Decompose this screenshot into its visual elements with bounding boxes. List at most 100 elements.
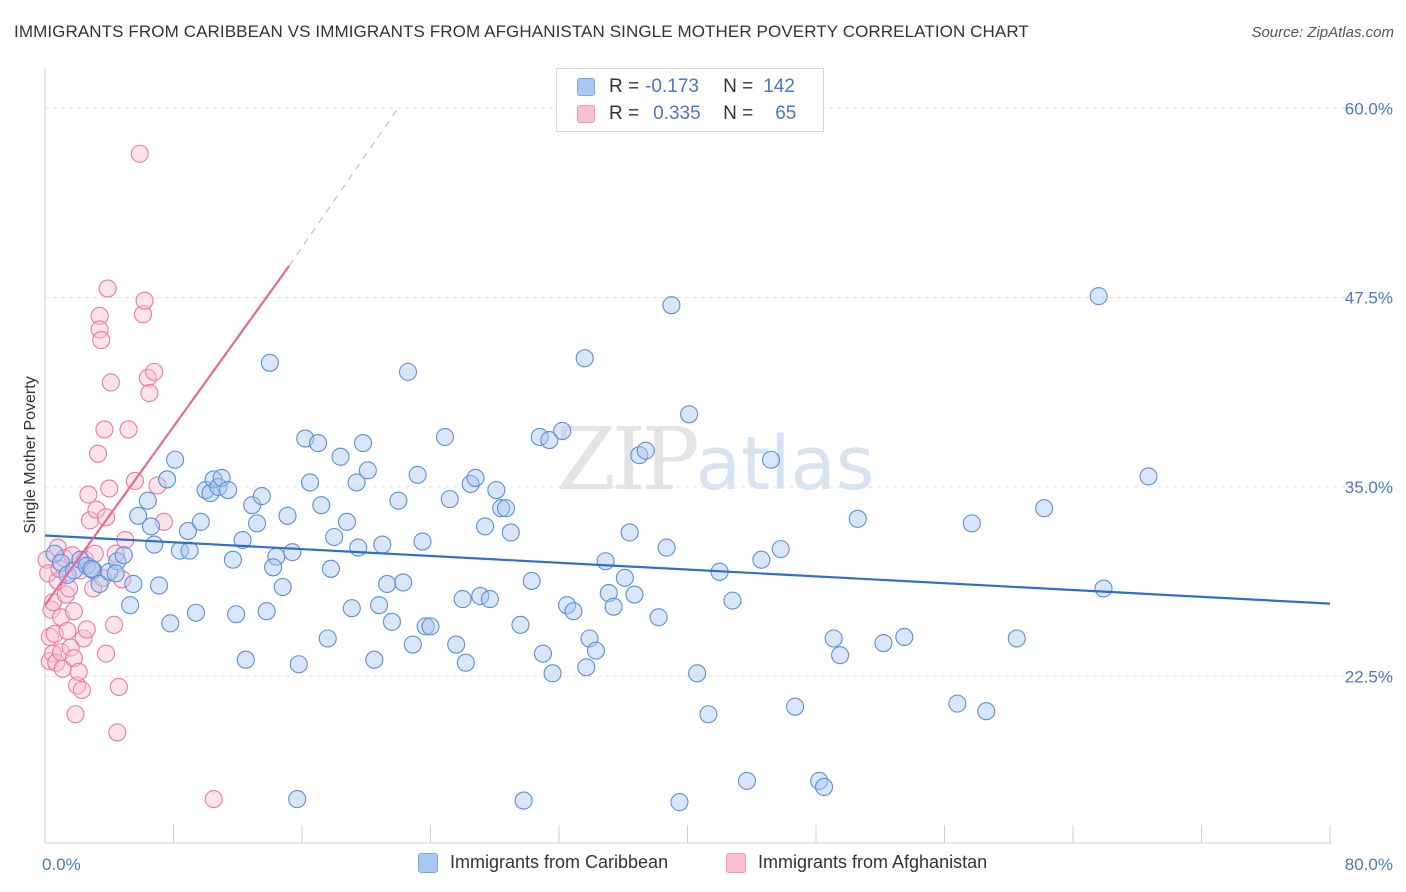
- point-caribbean: [435, 427, 455, 447]
- point-afghanistan: [69, 662, 88, 681]
- legend-swatch-caribbean: [418, 852, 438, 873]
- point-caribbean: [331, 447, 350, 466]
- point-afghanistan: [95, 420, 114, 439]
- legend-n-label: N =: [723, 76, 754, 97]
- point-caribbean: [382, 612, 402, 631]
- point-caribbean: [522, 571, 541, 590]
- point-afghanistan: [60, 579, 79, 598]
- point-caribbean: [191, 512, 210, 531]
- point-caribbean: [312, 496, 331, 515]
- point-caribbean: [373, 535, 392, 554]
- point-afghanistan: [72, 680, 91, 700]
- point-afghanistan: [98, 279, 117, 298]
- y-axis-label: Single Mother Poverty: [22, 376, 39, 533]
- point-caribbean: [814, 777, 834, 797]
- trend-lines: [44, 104, 1331, 606]
- point-caribbean: [413, 532, 432, 551]
- point-caribbean: [243, 496, 262, 515]
- point-caribbean: [492, 499, 511, 518]
- point-caribbean: [461, 474, 480, 494]
- point-caribbean: [370, 596, 389, 615]
- legend-r-value: 0.335: [653, 103, 701, 124]
- point-caribbean: [786, 697, 805, 716]
- point-caribbean: [358, 461, 377, 480]
- point-caribbean: [564, 602, 583, 621]
- legend-n-label: N =: [723, 103, 754, 124]
- point-caribbean: [273, 577, 292, 597]
- point-caribbean: [149, 576, 169, 595]
- point-caribbean: [416, 617, 435, 636]
- point-caribbean: [501, 523, 520, 542]
- legend-n-value: 142: [763, 76, 795, 97]
- point-caribbean: [227, 605, 246, 624]
- point-caribbean: [283, 543, 302, 562]
- point-caribbean: [106, 564, 125, 583]
- point-caribbean: [408, 465, 427, 484]
- point-caribbean: [466, 468, 485, 487]
- point-caribbean: [1035, 499, 1054, 518]
- point-caribbean: [895, 627, 914, 647]
- point-caribbean: [456, 653, 475, 672]
- point-afghanistan: [79, 485, 98, 504]
- point-caribbean: [141, 517, 161, 536]
- point-caribbean: [649, 608, 668, 627]
- point-caribbean: [625, 585, 644, 604]
- point-caribbean: [511, 615, 530, 634]
- point-caribbean: [723, 591, 742, 610]
- point-caribbean: [278, 506, 297, 525]
- point-caribbean: [599, 583, 618, 603]
- point-caribbean: [186, 603, 206, 622]
- point-caribbean: [114, 546, 133, 565]
- point-afghanistan: [92, 331, 111, 350]
- point-caribbean: [586, 641, 605, 660]
- legend-swatch-afghanistan: [726, 852, 746, 873]
- point-afghanistan: [145, 362, 164, 381]
- point-caribbean: [948, 694, 967, 713]
- point-caribbean: [620, 523, 639, 542]
- point-caribbean: [471, 587, 490, 606]
- point-afghanistan: [204, 790, 223, 809]
- point-caribbean: [977, 702, 996, 721]
- point-caribbean: [575, 349, 594, 368]
- point-caribbean: [288, 790, 307, 809]
- point-caribbean: [848, 509, 867, 528]
- legend-row-afghanistan: R = 0.335 N = 65: [577, 101, 796, 127]
- legend-n-value: 65: [775, 103, 797, 124]
- legend-swatch-afghanistan: [577, 105, 595, 123]
- point-caribbean: [45, 544, 64, 563]
- point-caribbean: [553, 421, 572, 441]
- point-caribbean: [487, 480, 506, 500]
- point-caribbean: [378, 574, 397, 594]
- point-caribbean: [577, 658, 596, 677]
- point-caribbean: [82, 559, 101, 578]
- point-afghanistan: [135, 291, 154, 310]
- point-caribbean: [138, 491, 157, 510]
- series-afghanistan-points: [37, 144, 223, 809]
- point-caribbean: [90, 574, 109, 594]
- point-caribbean: [398, 362, 418, 381]
- point-afghanistan: [101, 373, 120, 392]
- point-caribbean: [699, 705, 718, 724]
- point-caribbean: [657, 538, 676, 557]
- legend-r-value: -0.173: [645, 76, 699, 97]
- watermark-zip: ZIP: [556, 410, 700, 510]
- point-caribbean: [121, 596, 140, 615]
- point-afghanistan: [140, 384, 159, 403]
- y-tick-label: 35.0%: [1345, 478, 1393, 497]
- point-caribbean: [365, 650, 384, 669]
- point-afghanistan: [133, 305, 153, 324]
- correlation-legend: R = -0.173 N = 142 R = 0.335 N = 65: [556, 68, 824, 132]
- point-caribbean: [453, 590, 472, 609]
- point-caribbean: [440, 490, 459, 509]
- point-caribbean: [771, 540, 790, 559]
- point-caribbean: [630, 446, 649, 465]
- point-caribbean: [670, 793, 689, 812]
- point-afghanistan: [77, 620, 96, 639]
- point-caribbean: [604, 597, 623, 616]
- point-caribbean: [496, 499, 516, 518]
- point-caribbean: [247, 514, 267, 533]
- point-afghanistan: [148, 476, 167, 495]
- point-caribbean: [824, 629, 843, 648]
- point-afghanistan: [105, 615, 124, 634]
- point-afghanistan: [61, 638, 80, 657]
